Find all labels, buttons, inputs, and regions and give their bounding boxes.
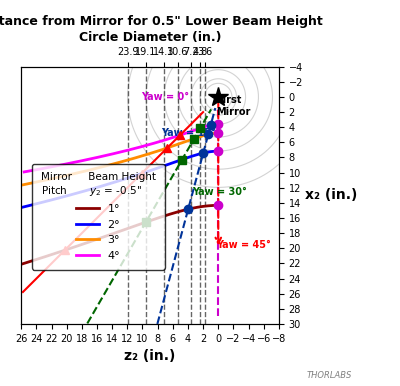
X-axis label: z₂ (in.): z₂ (in.): [124, 349, 176, 363]
Legend: 1°, 2°, 3°, 4°: 1°, 2°, 3°, 4°: [32, 164, 165, 269]
Text: First
Mirror: First Mirror: [216, 95, 250, 117]
Y-axis label: x₂ (in.): x₂ (in.): [305, 188, 357, 202]
Text: Yaw = 45°: Yaw = 45°: [216, 240, 271, 250]
Title: Distance from Mirror for 0.5" Lower Beam Height: Distance from Mirror for 0.5" Lower Beam…: [0, 15, 323, 28]
Text: THORLABS: THORLABS: [307, 371, 352, 380]
Text: Yaw = 30°: Yaw = 30°: [192, 187, 247, 197]
Text: Yaw = 0°: Yaw = 0°: [141, 92, 189, 102]
Text: Yaw = 15°: Yaw = 15°: [162, 128, 216, 138]
X-axis label: Circle Diameter (in.): Circle Diameter (in.): [79, 31, 221, 44]
